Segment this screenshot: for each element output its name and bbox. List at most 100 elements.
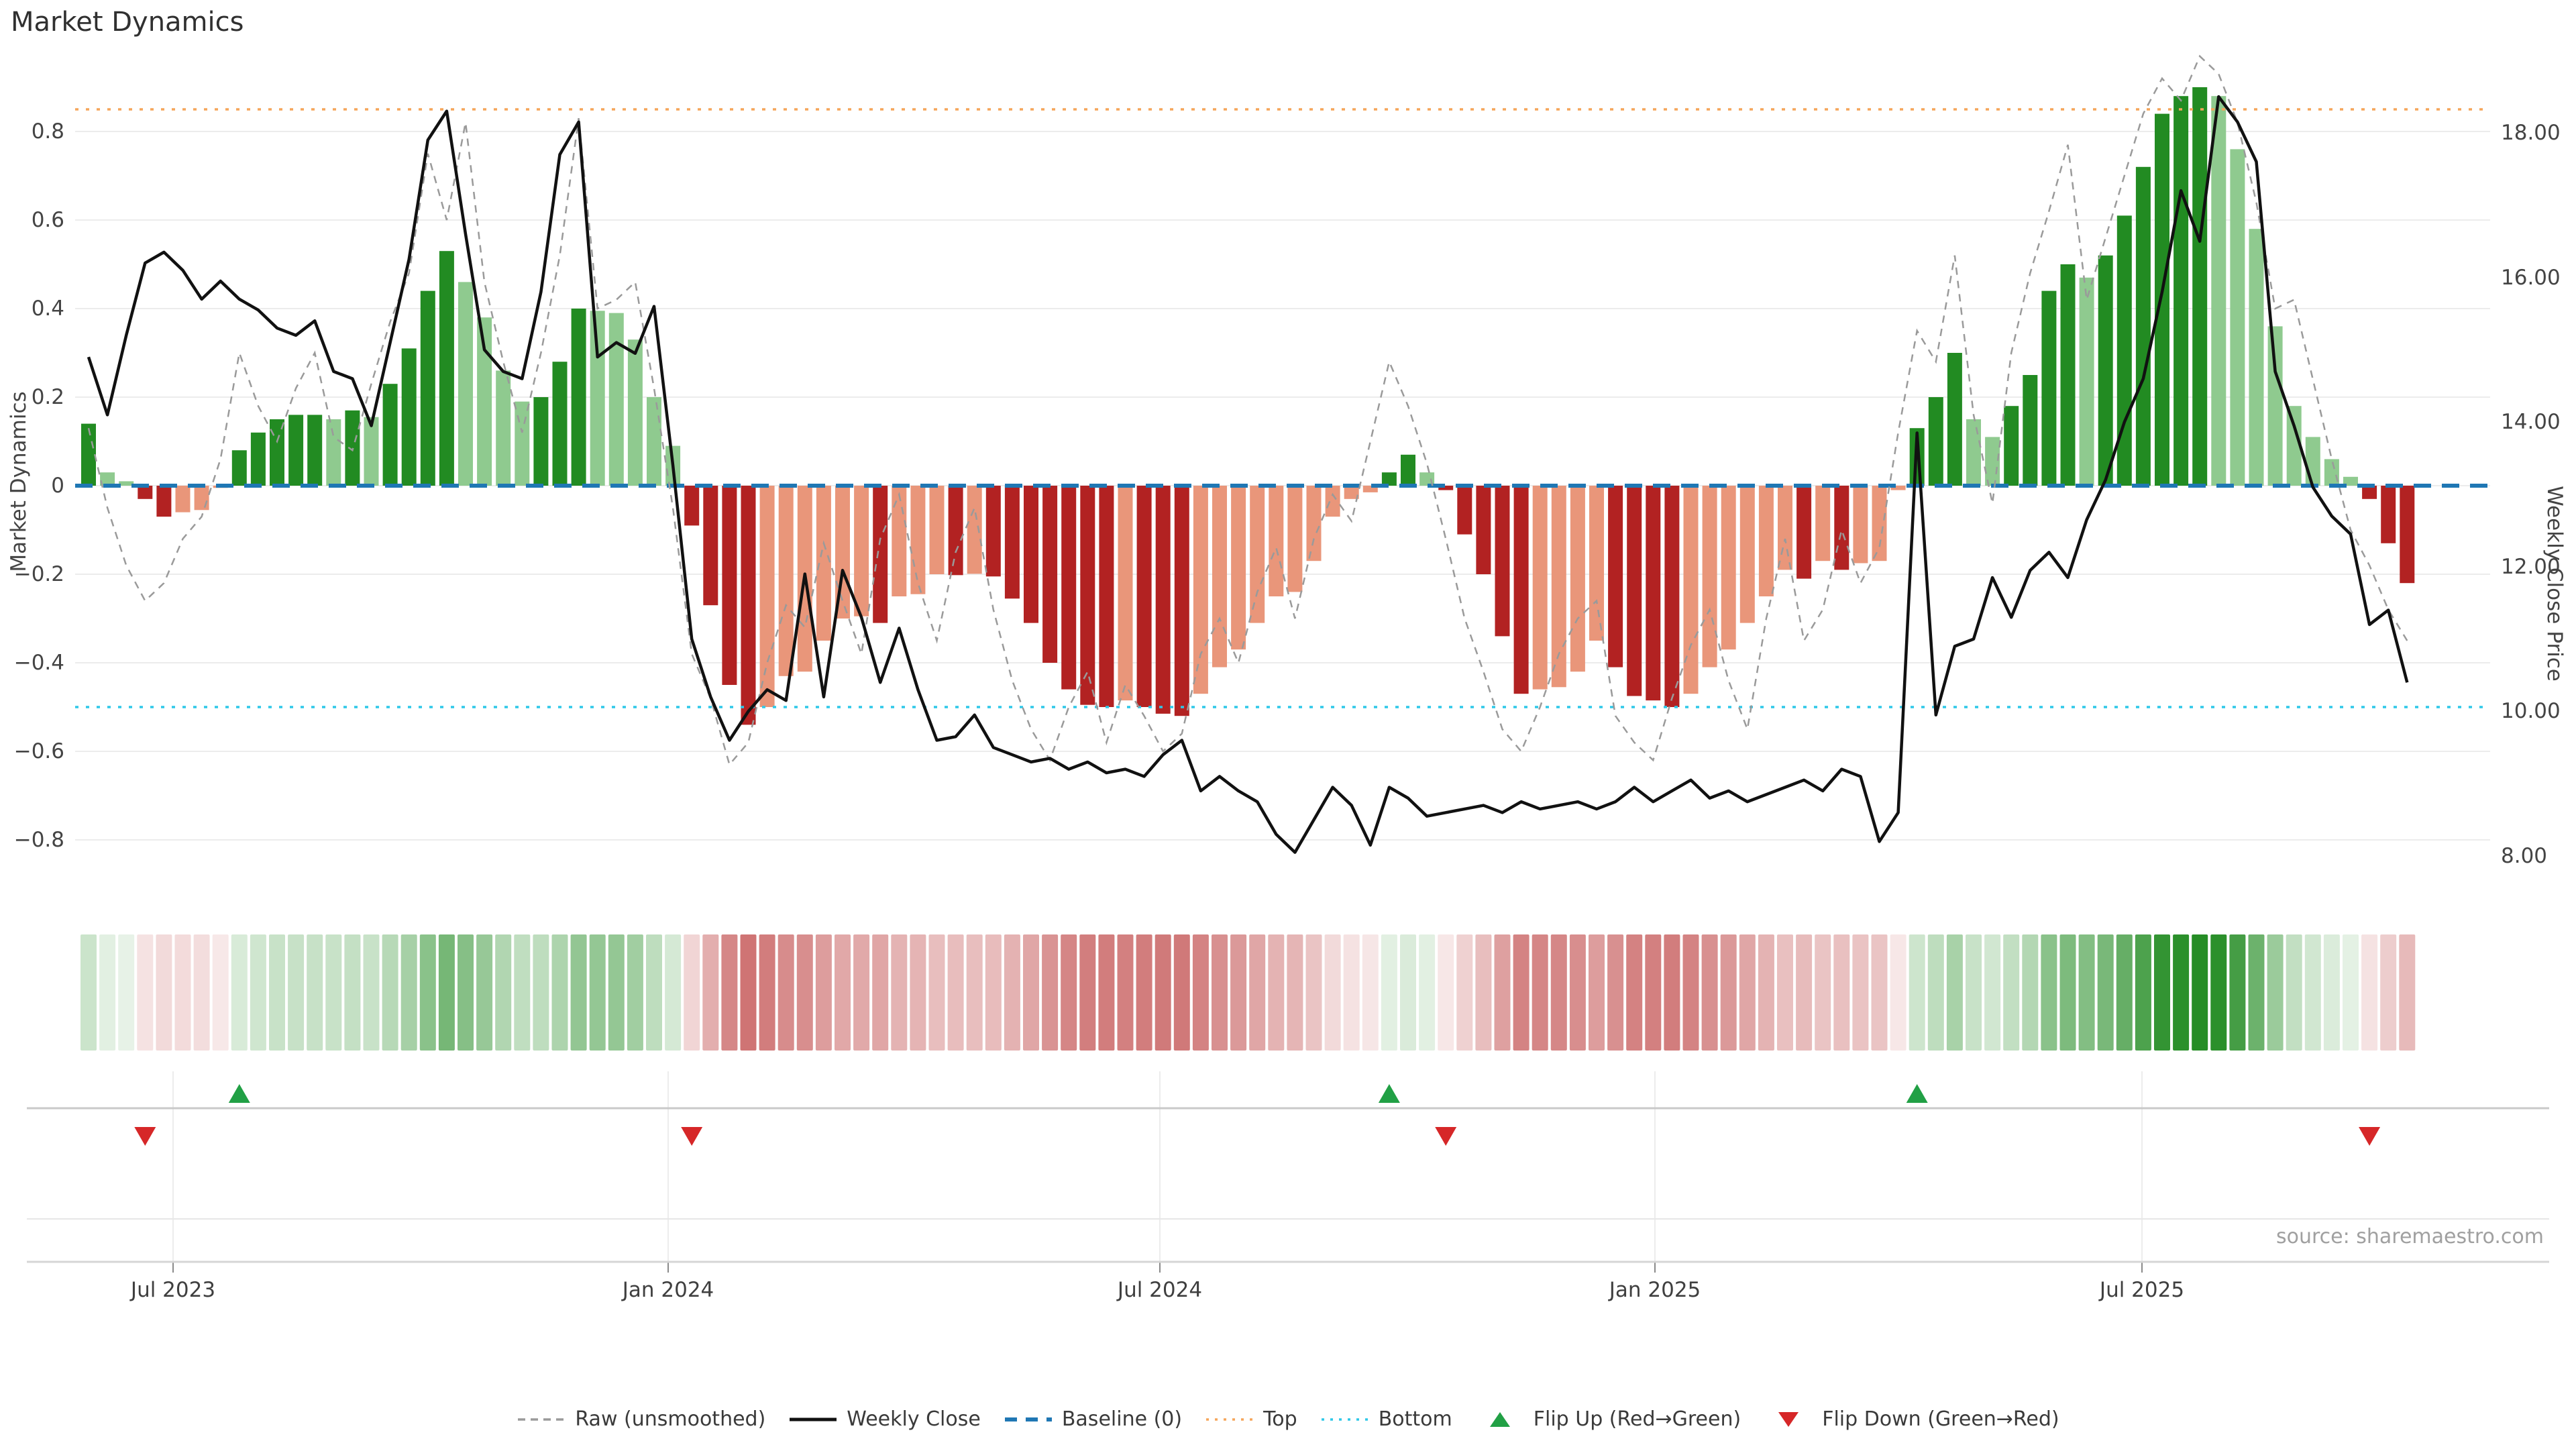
heatmap-cell [288, 934, 305, 1051]
heatmap-cell [1645, 934, 1662, 1051]
heatmap-cell [570, 934, 587, 1051]
legend-item: Baseline (0) [1004, 1407, 1182, 1431]
heatmap-strip [80, 934, 2416, 1051]
bar [1664, 486, 1680, 707]
heatmap-cell [1230, 934, 1247, 1051]
right-axis-tick-label: 16.00 [2501, 265, 2561, 290]
left-axis-tick-label: −0.2 [13, 562, 64, 586]
heatmap-cell [419, 934, 436, 1051]
heatmap-cell [589, 934, 606, 1051]
bar [1042, 486, 1058, 663]
heatmap-cell [1589, 934, 1605, 1051]
bar [552, 362, 568, 486]
bar [2211, 96, 2226, 486]
bar [401, 348, 417, 486]
right-axis-tick-label: 12.00 [2501, 554, 2561, 579]
bar [326, 419, 341, 486]
bar [231, 450, 247, 486]
heatmap-cell [1438, 934, 1454, 1051]
heatmap-cell [1287, 934, 1303, 1051]
heatmap-cell [1852, 934, 1869, 1051]
heatmap-cell [872, 934, 889, 1051]
flip-up-marker [1378, 1084, 1400, 1103]
heatmap-cell [1079, 934, 1096, 1051]
heatmap-cell [2361, 934, 2378, 1051]
heatmap-cell [1117, 934, 1134, 1051]
heatmap-cell [1569, 934, 1586, 1051]
legend-glyph-solid-line [790, 1417, 837, 1421]
bar [647, 397, 661, 486]
bar [1702, 486, 1717, 667]
bar [2098, 255, 2113, 486]
left-axis-tick-label: 0.8 [31, 119, 64, 144]
heatmap-cell [1155, 934, 1171, 1051]
bar [1966, 419, 1981, 486]
bar [2079, 277, 2094, 486]
bar [1627, 486, 1642, 696]
x-axis-tick-label: Jul 2025 [2099, 1278, 2185, 1302]
bar [2324, 459, 2339, 486]
heatmap-cell [1173, 934, 1190, 1051]
legend-label: Flip Down (Green→Red) [1822, 1407, 2059, 1431]
heatmap-cell [928, 934, 945, 1051]
bar [2267, 326, 2283, 486]
heatmap-cell [665, 934, 682, 1051]
bar [1778, 486, 1792, 570]
heatmap-cell [1400, 934, 1416, 1051]
right-axis-title: Weekly Close Price [2542, 486, 2567, 682]
bar [1024, 486, 1038, 623]
bar [496, 370, 511, 486]
heatmap-cell [646, 934, 662, 1051]
legend-item: Flip Down (Green→Red) [1764, 1407, 2059, 1431]
bar [1683, 486, 1699, 694]
bar [1174, 486, 1189, 716]
heatmap-cell [269, 934, 285, 1051]
heatmap-cell [1192, 934, 1209, 1051]
bar [1212, 486, 1227, 667]
heatmap-cell [1494, 934, 1511, 1051]
bar [2174, 96, 2189, 486]
x-axis-tick-label: Jan 2025 [1609, 1278, 1701, 1302]
bar [1853, 486, 1868, 564]
bar [2192, 87, 2208, 486]
heatmap-cell [2135, 934, 2151, 1051]
bar [288, 415, 304, 486]
heatmap-cell [2267, 934, 2284, 1051]
heatmap-cell [1927, 934, 1944, 1051]
bar [929, 486, 945, 574]
legend-item: Top [1205, 1407, 1297, 1431]
bar [1004, 486, 1020, 599]
flip-down-marker [134, 1127, 156, 1146]
heatmap-cell [193, 934, 210, 1051]
bar [2305, 437, 2320, 486]
legend-label: Baseline (0) [1061, 1407, 1183, 1431]
heatmap-cell [1532, 934, 1548, 1051]
heatmap-cell [2399, 934, 2416, 1051]
heatmap-cell [2210, 934, 2227, 1051]
bar [778, 486, 794, 676]
heatmap-cell [2248, 934, 2265, 1051]
bar [1495, 486, 1510, 637]
heatmap-cell [1871, 934, 1888, 1051]
bar [1438, 486, 1454, 490]
right-axis-tick-label: 8.00 [2501, 844, 2548, 868]
x-axis-tick-label: Jul 2024 [1117, 1278, 1203, 1302]
bar [1758, 486, 1774, 596]
bar [759, 486, 775, 707]
heatmap-cell [1362, 934, 1379, 1051]
heatmap-cell [1061, 934, 1077, 1051]
reference-lines-layer [75, 108, 2490, 708]
bar [1287, 486, 1303, 592]
bar [684, 486, 700, 526]
bar [156, 486, 172, 517]
heatmap-cell [1607, 934, 1624, 1051]
left-axis-tick-label: 0.6 [31, 208, 64, 232]
heatmap-cell [2154, 934, 2170, 1051]
bar [364, 417, 379, 486]
heatmap-cell [1381, 934, 1397, 1051]
heatmap-cell [1701, 934, 1718, 1051]
x-axis-tick-label: Jan 2024 [622, 1278, 714, 1302]
heatmap-cell [2229, 934, 2246, 1051]
bars-layer [81, 87, 2415, 725]
heatmap-cell [382, 934, 398, 1051]
